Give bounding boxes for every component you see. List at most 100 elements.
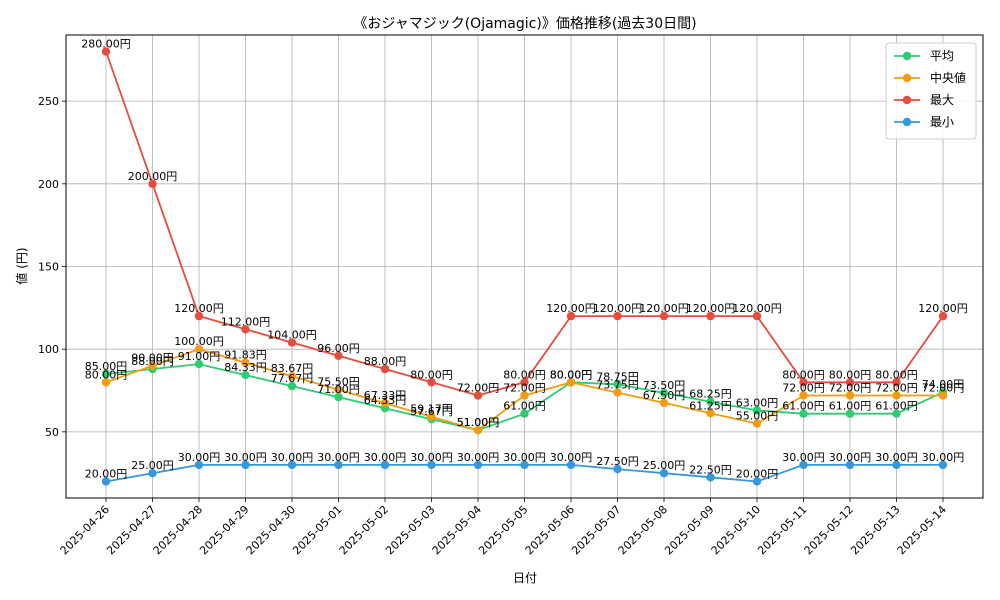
data-point	[520, 409, 529, 418]
data-point	[194, 344, 204, 354]
data-label: 30.00円	[224, 451, 267, 464]
data-label: 25.00円	[131, 459, 174, 472]
data-point	[845, 460, 855, 470]
data-label: 72.00円	[457, 381, 500, 394]
data-label: 30.00円	[550, 451, 593, 464]
data-label: 78.75円	[596, 370, 639, 383]
data-label: 74.00円	[922, 378, 965, 391]
data-point	[241, 370, 250, 380]
data-point	[287, 460, 297, 470]
data-point	[380, 460, 390, 470]
data-label: 61.25円	[689, 399, 732, 412]
data-point	[241, 460, 250, 470]
data-label: 120.00円	[918, 302, 968, 315]
data-label: 72.00円	[782, 381, 825, 394]
data-label: 30.00円	[503, 451, 546, 464]
data-point	[659, 388, 669, 398]
data-point	[194, 359, 204, 369]
data-label: 30.00円	[875, 451, 918, 464]
data-label: 30.00円	[317, 451, 360, 464]
data-label: 80.00円	[550, 368, 593, 381]
data-point	[613, 464, 622, 474]
data-point	[334, 392, 343, 402]
data-label: 30.00円	[829, 451, 872, 464]
data-label: 80.00円	[550, 368, 593, 381]
legend-label: 最小	[930, 115, 954, 129]
y-tick-label: 100	[38, 343, 59, 356]
data-label: 120.00円	[546, 302, 596, 315]
data-point	[520, 378, 529, 387]
data-label: 57.67円	[410, 405, 453, 418]
data-point	[101, 369, 111, 379]
data-point	[706, 473, 715, 482]
y-tick-label: 250	[38, 95, 59, 108]
chart-title: 《おジャマジック(Ojamagic)》価格推移(過去30日間)	[353, 16, 696, 32]
data-point	[101, 378, 111, 387]
data-point	[194, 311, 204, 321]
data-point	[287, 338, 297, 347]
data-point	[659, 398, 669, 408]
data-labels: 85.00円 88.00円 91.00円84.33円77.67円71.00円64.3…	[81, 38, 968, 481]
data-point	[706, 409, 715, 418]
data-label: 61.00円	[875, 400, 918, 413]
data-label: 77.67円	[271, 372, 314, 385]
data-label: 91.83円	[224, 349, 267, 362]
series-layer	[101, 47, 948, 486]
data-point	[845, 391, 855, 400]
data-point	[752, 311, 762, 321]
data-label: 104.00円	[267, 329, 317, 342]
legend-box	[885, 42, 977, 140]
data-label: 30.00円	[178, 451, 221, 464]
data-label: 51.00円	[457, 416, 500, 429]
data-point	[101, 47, 111, 56]
data-label: 30.00円	[922, 451, 965, 464]
data-label: 100.00円	[174, 335, 224, 348]
data-label: 30.00円	[364, 451, 407, 464]
y-axis-ticks: 50 100 150 200 250	[38, 95, 66, 439]
y-tick-label: 50	[45, 426, 59, 439]
data-label: 61.00円	[782, 400, 825, 413]
data-point	[799, 378, 808, 387]
data-point	[706, 311, 715, 321]
data-point	[241, 358, 250, 367]
data-point	[938, 311, 948, 321]
grid	[66, 35, 983, 498]
data-point	[101, 477, 111, 486]
data-label: 22.50円	[689, 463, 732, 476]
data-label: 30.00円	[410, 451, 453, 464]
data-label: 51.00円	[457, 416, 500, 429]
data-label: 88.00円	[131, 355, 174, 368]
data-label: 72.00円	[875, 381, 918, 394]
data-label: 72.00円	[829, 381, 872, 394]
data-point	[148, 468, 157, 478]
data-point	[845, 409, 855, 418]
data-label: 55.00円	[736, 410, 779, 423]
data-label: 80.00円	[410, 368, 453, 381]
data-label: 72.00円	[503, 381, 546, 394]
data-label: 80.00円	[829, 368, 872, 381]
data-label: 63.00円	[736, 396, 779, 409]
data-point	[520, 460, 529, 470]
data-point	[613, 380, 622, 389]
data-label: 67.50円	[643, 389, 686, 402]
data-point	[427, 412, 436, 421]
data-label: 27.50円	[596, 455, 639, 468]
data-label: 80.00円	[875, 368, 918, 381]
data-label: 88.00円	[364, 355, 407, 368]
data-point	[241, 325, 250, 334]
data-point	[938, 391, 948, 400]
data-label: 20.00円	[85, 467, 128, 480]
data-point	[194, 460, 204, 470]
data-point	[706, 397, 715, 406]
data-point	[566, 378, 576, 387]
data-point	[473, 460, 483, 470]
legend-swatch-marker	[902, 51, 912, 61]
data-point	[892, 378, 901, 387]
x-axis-title: 日付	[513, 571, 537, 585]
data-label: 120.00円	[174, 302, 224, 315]
data-point	[892, 460, 901, 470]
data-label: 85.00円	[85, 360, 128, 373]
data-label: 200.00円	[128, 170, 178, 183]
data-point	[148, 361, 157, 370]
